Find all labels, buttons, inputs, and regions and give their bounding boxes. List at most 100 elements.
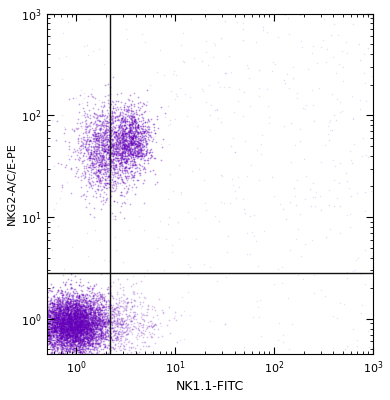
Point	[56, 321, 62, 327]
Point	[82, 338, 88, 344]
Point	[55, 312, 61, 319]
Point	[54, 336, 60, 342]
Point	[56, 298, 62, 304]
Point	[29, 320, 35, 326]
Point	[76, 324, 82, 331]
Point	[72, 318, 78, 324]
Point	[76, 321, 83, 328]
Point	[114, 304, 121, 310]
Point	[73, 327, 80, 333]
Point	[96, 133, 102, 140]
Point	[78, 303, 84, 310]
Point	[33, 321, 39, 328]
Point	[87, 325, 93, 331]
Point	[362, 280, 368, 287]
Point	[129, 318, 135, 324]
Point	[85, 141, 91, 148]
Point	[75, 321, 82, 327]
Point	[60, 310, 66, 316]
Point	[92, 314, 99, 321]
Point	[93, 136, 99, 142]
Point	[84, 335, 90, 341]
Point	[113, 310, 119, 317]
Point	[148, 128, 154, 135]
Point	[101, 298, 107, 304]
Point	[94, 300, 100, 306]
Point	[69, 302, 75, 308]
Point	[35, 306, 42, 312]
Point	[57, 338, 64, 344]
Point	[47, 312, 53, 319]
Point	[102, 142, 108, 149]
Point	[105, 346, 112, 352]
Point	[81, 168, 87, 174]
Point	[67, 311, 73, 318]
Point	[68, 307, 74, 314]
Point	[89, 306, 95, 313]
Point	[72, 311, 78, 318]
Point	[87, 138, 93, 144]
Point	[68, 353, 74, 360]
Point	[82, 329, 89, 336]
Point	[91, 312, 97, 318]
Point	[51, 324, 57, 330]
Point	[63, 318, 69, 324]
Point	[65, 310, 71, 316]
Point	[98, 171, 104, 178]
Point	[110, 98, 116, 105]
Point	[68, 328, 74, 335]
Point	[112, 330, 118, 337]
Point	[79, 342, 85, 348]
Point	[58, 322, 65, 329]
Point	[139, 153, 145, 159]
Point	[129, 290, 136, 296]
Point	[61, 330, 67, 336]
Point	[68, 320, 74, 327]
Point	[105, 12, 111, 19]
Point	[78, 330, 84, 336]
Point	[74, 297, 80, 303]
Point	[104, 168, 110, 175]
Point	[172, 116, 178, 122]
Point	[131, 313, 138, 319]
Point	[72, 328, 78, 334]
Point	[111, 166, 117, 172]
Point	[85, 301, 91, 308]
Point	[127, 127, 133, 133]
Point	[61, 327, 67, 333]
Point	[73, 308, 79, 315]
Point	[71, 325, 77, 332]
Point	[133, 142, 140, 148]
Point	[94, 186, 101, 192]
Point	[61, 310, 67, 316]
Point	[122, 180, 128, 186]
Point	[78, 317, 84, 323]
Point	[57, 306, 63, 312]
Point	[89, 329, 96, 335]
Point	[56, 332, 62, 338]
Point	[77, 318, 83, 325]
Point	[100, 201, 106, 207]
Point	[117, 318, 123, 325]
Point	[79, 327, 85, 334]
Point	[103, 190, 109, 197]
Point	[68, 328, 74, 335]
Point	[145, 343, 152, 349]
Point	[112, 134, 118, 140]
Point	[48, 317, 55, 323]
Point	[117, 337, 124, 344]
Point	[54, 304, 60, 311]
Point	[72, 304, 78, 310]
Point	[51, 293, 57, 299]
Point	[84, 323, 90, 330]
Point	[51, 337, 57, 344]
Point	[73, 325, 79, 332]
Point	[47, 319, 53, 326]
Point	[118, 159, 124, 165]
Point	[57, 308, 63, 314]
Point	[54, 334, 60, 340]
Point	[75, 336, 82, 343]
Point	[114, 155, 121, 161]
Point	[141, 142, 147, 149]
Point	[85, 322, 92, 328]
